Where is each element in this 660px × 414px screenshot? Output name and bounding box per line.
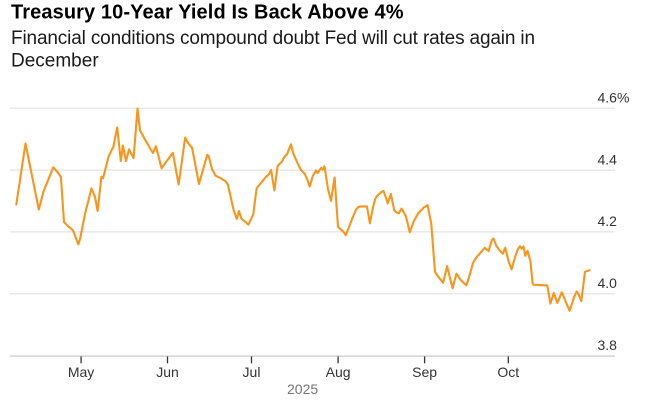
svg-text:Treasury 10-Year Yield Is Back: Treasury 10-Year Yield Is Back Above 4% [11, 2, 404, 24]
svg-text:4.2: 4.2 [598, 213, 618, 229]
svg-text:4.6%: 4.6% [598, 89, 630, 105]
svg-text:Jun: Jun [156, 364, 179, 380]
svg-text:May: May [68, 364, 94, 380]
svg-text:4.0: 4.0 [598, 275, 618, 291]
svg-text:Oct: Oct [497, 364, 519, 380]
svg-text:Jul: Jul [243, 364, 261, 380]
svg-text:Sep: Sep [412, 364, 437, 380]
svg-text:Aug: Aug [326, 364, 351, 380]
svg-text:2025: 2025 [287, 381, 318, 397]
svg-text:4.4: 4.4 [598, 151, 618, 167]
svg-text:Financial conditions compound: Financial conditions compound doubt Fed … [11, 28, 535, 49]
svg-text:3.8: 3.8 [598, 337, 618, 353]
svg-text:December: December [11, 50, 99, 71]
